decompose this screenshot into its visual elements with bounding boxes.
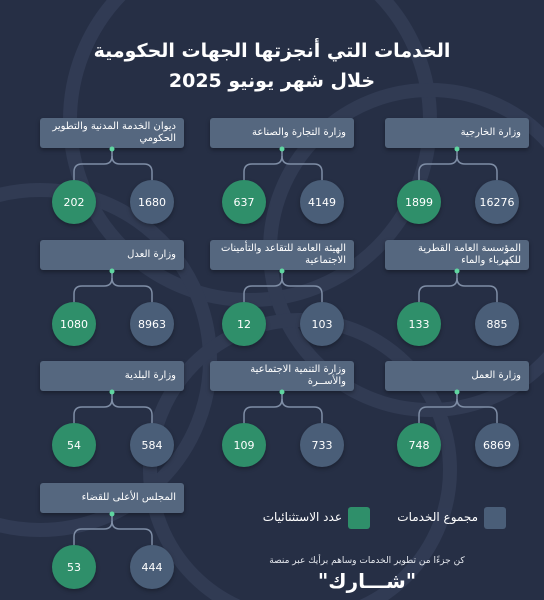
entity-label: وزارة الخارجية	[385, 118, 529, 148]
entity-card: وزارة البلدية 584 54	[40, 361, 184, 473]
connector-lines	[73, 511, 153, 551]
page-subtitle: خلال شهر يونيو 2025	[168, 70, 376, 92]
connector-lines	[73, 146, 153, 186]
entity-label: المؤسسة العامة القطرية للكهرباء والماء	[385, 240, 529, 270]
exceptions-value: 54	[52, 423, 96, 467]
legend-label-total-services: مجموع الخدمات	[397, 510, 478, 524]
total-services-value: 885	[475, 302, 519, 346]
connector-lines	[73, 268, 153, 308]
footer-note: كن جزءًا من تطوير الخدمات وساهم برأيك عب…	[269, 556, 465, 566]
entity-label: وزارة التجارة والصناعة	[210, 118, 354, 148]
connector-lines	[418, 146, 498, 186]
connector-lines	[418, 268, 498, 308]
total-services-value: 584	[130, 423, 174, 467]
legend-item-total-services: مجموع الخدمات	[380, 507, 506, 529]
total-services-value: 4149	[300, 180, 344, 224]
entity-card: ديوان الخدمة المدنية والتطوير الحكومي 16…	[40, 118, 184, 230]
entity-label: ديوان الخدمة المدنية والتطوير الحكومي	[40, 118, 184, 148]
legend-item-exceptions: عدد الاستثنائيات	[250, 507, 370, 529]
entity-card: وزارة التنمية الاجتماعية والأســرة 733 1…	[210, 361, 354, 473]
entity-label: وزارة العدل	[40, 240, 184, 270]
total-services-value: 733	[300, 423, 344, 467]
total-services-value: 444	[130, 545, 174, 589]
entity-card: وزارة التجارة والصناعة 4149 637	[210, 118, 354, 230]
entity-card: وزارة العمل 6869 748	[385, 361, 529, 473]
entity-card: المجلس الأعلى للقضاء 444 53	[40, 483, 184, 595]
exceptions-value: 12	[222, 302, 266, 346]
entity-label: وزارة البلدية	[40, 361, 184, 391]
footer-brand: "شـــارك"	[317, 569, 417, 593]
total-services-value: 6869	[475, 423, 519, 467]
entity-card: وزارة الخارجية 16276 1899	[385, 118, 529, 230]
total-services-value: 1680	[130, 180, 174, 224]
entity-label: وزارة العمل	[385, 361, 529, 391]
exceptions-value: 1080	[52, 302, 96, 346]
exceptions-value: 202	[52, 180, 96, 224]
connector-lines	[243, 268, 323, 308]
legend-label-exceptions: عدد الاستثنائيات	[262, 510, 342, 524]
total-services-value: 8963	[130, 302, 174, 346]
connector-lines	[243, 389, 323, 429]
entity-card: وزارة العدل 8963 1080	[40, 240, 184, 352]
legend-swatch-total-services	[484, 507, 506, 529]
connector-lines	[73, 389, 153, 429]
entity-label: الهيئة العامة للتقاعد والتأمينات الاجتما…	[210, 240, 354, 270]
entity-label: وزارة التنمية الاجتماعية والأســرة	[210, 361, 354, 391]
exceptions-value: 637	[222, 180, 266, 224]
exceptions-value: 53	[52, 545, 96, 589]
legend-swatch-exceptions	[348, 507, 370, 529]
exceptions-value: 1899	[397, 180, 441, 224]
exceptions-value: 133	[397, 302, 441, 346]
total-services-value: 103	[300, 302, 344, 346]
entity-card: المؤسسة العامة القطرية للكهرباء والماء 8…	[385, 240, 529, 352]
entity-card: الهيئة العامة للتقاعد والتأمينات الاجتما…	[210, 240, 354, 352]
exceptions-value: 109	[222, 423, 266, 467]
connector-lines	[243, 146, 323, 186]
connector-lines	[418, 389, 498, 429]
entity-label: المجلس الأعلى للقضاء	[40, 483, 184, 513]
total-services-value: 16276	[475, 180, 519, 224]
page-title: الخدمات التي أنجزتها الجهات الحكومية	[93, 40, 451, 62]
exceptions-value: 748	[397, 423, 441, 467]
